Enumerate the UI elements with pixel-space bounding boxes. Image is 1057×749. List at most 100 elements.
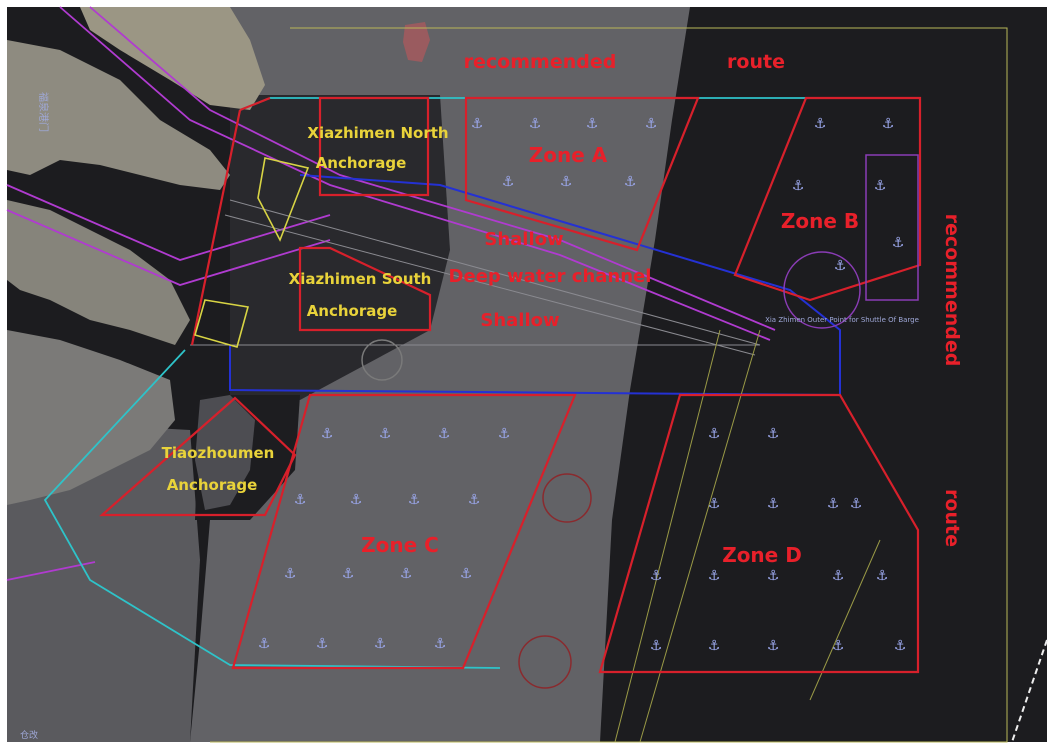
route-label-right: route [941,489,963,547]
diagonal-line-1 [614,329,721,743]
zone-b-markers [783,154,919,329]
pilot-point-label: Xia Zhimen Outer Point for Shuttle Of Ba… [765,316,919,324]
anchor-icon: ⚓ [350,492,363,508]
anchor-icon: ⚓ [316,636,329,652]
thin-diagonal-lines [614,329,881,743]
anchor-icon: ⚓ [832,638,845,654]
anchor-icon: ⚓ [502,174,515,190]
anchor-icon: ⚓ [529,116,542,132]
anchor-icon: ⚓ [708,496,721,512]
channel-edge-1 [229,199,761,346]
anchor-icon: ⚓ [767,496,780,512]
dark-channel-overlay [230,95,450,400]
anchor-icon: ⚓ [471,116,484,132]
anchor-icon: ⚓ [498,426,511,442]
anchor-icon: ⚓ [342,566,355,582]
anchor-icon: ⚓ [586,116,599,132]
red-boundary-left [190,96,271,346]
zone-d-label: Zone D [722,543,802,567]
gray-circle [361,339,403,381]
anchor-icon: ⚓ [284,566,297,582]
yellow-anchorage-2 [194,299,250,348]
xiazhimen-south-outline [298,246,432,332]
anchor-icon: ⚓ [834,258,847,274]
xiazhimen-north-label-line2: Anchorage [316,154,407,172]
anchor-icon: ⚓ [894,638,907,654]
shallow-label-top: Shallow [484,229,563,250]
red-zones [99,96,922,674]
fairway-lines [6,6,776,581]
anchor-icon: ⚓ [876,568,889,584]
anchor-icon: ⚓ [258,636,271,652]
zone-c-outline [231,393,577,670]
anchor-icon: ⚓ [400,566,413,582]
zone-d-outline [598,393,920,674]
yellow-outer-boundary [210,27,1008,743]
fairway-line-4 [6,209,331,286]
xiazhimen-north-outline [318,96,430,197]
land-left-upper [7,40,230,190]
anchor-icon: ⚓ [767,426,780,442]
fairway-line-2 [89,6,776,331]
yellow-anchorage-1 [257,157,310,242]
anchor-icon: ⚓ [650,568,663,584]
anchor-icon: ⚓ [645,116,658,132]
tiaozhoumen-outline [99,396,297,517]
anchor-icon: ⚓ [708,426,721,442]
anchor-icon: ⚓ [767,568,780,584]
zone-c-label: Zone C [361,533,439,557]
land-masses [7,7,430,510]
tiaozhoumen-label-line1: Tiaozhoumen [162,444,275,462]
fairway-line-1 [59,6,771,341]
anchor-icon: ⚓ [882,116,895,132]
chinese-bottom-label: 仓改 [20,729,38,741]
yellow-anchorages [194,157,310,348]
route-label-top: route [727,51,785,73]
anchor-icon: ⚓ [408,492,421,508]
white-dashed-line [1011,639,1048,743]
xiazhimen-south-label-line1: Xiazhimen South [289,270,432,288]
anchor-icon: ⚓ [832,568,845,584]
anchor-icon: ⚓ [850,496,863,512]
anchor-icon: ⚓ [374,636,387,652]
fairway-line-5 [6,561,96,581]
chinese-place-label: 福泉港门 [37,92,50,132]
land-top [80,7,265,110]
diagonal-line-2 [639,329,761,743]
xiazhimen-north-label-line1: Xiazhimen North [307,124,448,142]
red-circles [361,339,592,689]
red-circle-2 [518,635,572,689]
navy-boundary-line [229,174,841,397]
red-circle-1 [542,473,592,523]
purple-box [865,154,919,301]
anchor-icon: ⚓ [650,638,663,654]
zone-b-outline [733,96,922,302]
anchor-icon: ⚓ [438,426,451,442]
anchor-icon: ⚓ [321,426,334,442]
recommended-route-label-top: recommended [464,51,617,73]
zone-b-label: Zone B [781,209,859,233]
recommended-route-label-right: recommended [941,214,963,367]
anchor-icon: ⚓ [827,496,840,512]
land-island-tiaozhoumen [195,395,255,510]
anchor-icon: ⚓ [379,426,392,442]
anchor-icon: ⚓ [892,235,905,251]
anchor-icon: ⚓ [814,116,827,132]
shallow-label-bottom: Shallow [480,310,559,331]
channel-edge-lines [190,199,761,356]
anchor-icon: ⚓ [468,492,481,508]
anchor-icon: ⚓ [767,638,780,654]
zone-a-label: Zone A [529,143,608,167]
anchor-icon: ⚓ [294,492,307,508]
anchor-icon: ⚓ [434,636,447,652]
zone-a-outline [464,96,700,252]
anchor-icon: ⚓ [708,638,721,654]
anchor-symbols: ⚓ ⚓ ⚓ ⚓ ⚓ ⚓ ⚓ ⚓ ⚓ ⚓ ⚓ ⚓ ⚓ ⚓ ⚓ ⚓ ⚓ ⚓ ⚓ ⚓ … [258,116,907,654]
xiazhimen-south-label-line2: Anchorage [307,302,398,320]
channel-edge-2 [224,214,756,356]
land-left-middle [7,200,190,345]
diagonal-line-3 [809,539,881,701]
anchor-icon: ⚓ [460,566,473,582]
anchor-icon: ⚓ [560,174,573,190]
